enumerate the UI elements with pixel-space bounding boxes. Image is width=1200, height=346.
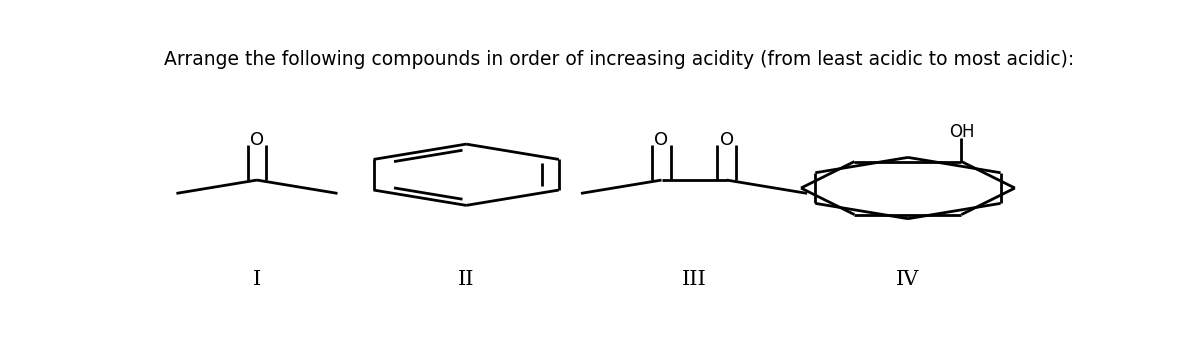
Text: O: O: [654, 131, 668, 149]
Text: I: I: [253, 270, 262, 289]
Text: Arrange the following compounds in order of increasing acidity (from least acidi: Arrange the following compounds in order…: [164, 49, 1074, 69]
Text: IV: IV: [896, 270, 919, 289]
Text: OH: OH: [949, 123, 974, 141]
Text: O: O: [720, 131, 733, 149]
Text: O: O: [250, 131, 264, 149]
Text: II: II: [458, 270, 474, 289]
Text: III: III: [682, 270, 707, 289]
